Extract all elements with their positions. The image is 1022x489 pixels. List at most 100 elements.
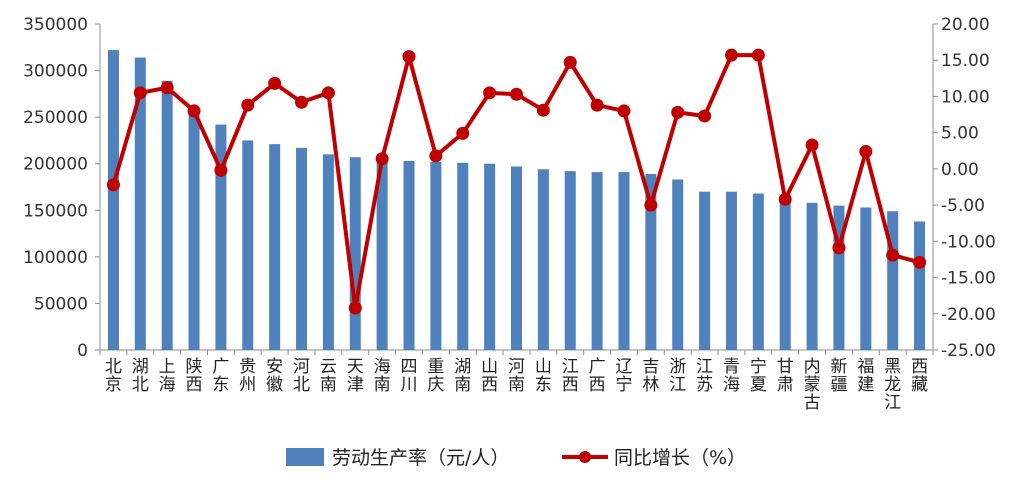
growth-point	[563, 55, 577, 69]
growth-point	[617, 104, 631, 118]
growth-point	[456, 126, 470, 140]
category-label: 西藏	[911, 357, 928, 395]
growth-point	[886, 248, 900, 262]
category-label: 上海	[159, 357, 176, 395]
bar	[537, 169, 549, 350]
growth-point	[375, 152, 389, 166]
category-label: 安徽	[266, 357, 283, 395]
category-label: 广西	[589, 357, 606, 395]
category-label: 贵州	[239, 357, 256, 395]
bar	[403, 160, 415, 350]
category-label: 宁夏	[750, 357, 767, 395]
bar	[107, 50, 119, 351]
category-label: 湖北	[132, 357, 149, 395]
category-label: 重庆	[427, 357, 444, 395]
category-label: 山西	[481, 357, 498, 395]
left-tick-label: 250000	[23, 108, 88, 128]
bar	[296, 147, 308, 350]
bar	[484, 163, 496, 350]
left-tick-label: 300000	[23, 62, 88, 82]
legend-line-marker	[579, 451, 591, 463]
bar	[564, 171, 576, 350]
growth-point	[510, 87, 523, 101]
category-label: 江西	[562, 357, 579, 395]
category-labels: 北京湖北上海陕西广东贵州安徽河北云南天津海南四川重庆湖南山西河南山东江西广西辽宁…	[105, 357, 928, 413]
bar	[699, 191, 711, 350]
growth-point	[268, 76, 282, 90]
growth-point	[536, 103, 550, 117]
growth-point	[724, 48, 738, 62]
growth-point	[805, 138, 819, 152]
bar	[242, 140, 254, 350]
right-tick-label: 15.00	[941, 51, 990, 71]
right-tick-label: 0.00	[941, 160, 979, 180]
category-label: 新疆	[830, 357, 847, 395]
right-tick-label: -10.00	[941, 232, 996, 252]
left-tick-label: 350000	[23, 15, 88, 35]
category-label: 四川	[401, 357, 418, 395]
growth-point	[671, 105, 685, 119]
bar	[887, 211, 899, 350]
bar	[752, 193, 764, 350]
legend-bar-label: 劳动生产率（元/人）	[332, 447, 509, 469]
growth-point	[348, 301, 362, 315]
growth-point	[859, 145, 873, 159]
growth-point	[187, 104, 201, 118]
growth-point	[295, 95, 309, 109]
bar	[349, 157, 361, 350]
bar	[161, 80, 173, 351]
bar	[725, 191, 737, 350]
growth-point	[429, 149, 443, 163]
category-label: 黑龙江	[884, 357, 901, 413]
bar	[833, 205, 845, 350]
category-label: 广东	[212, 357, 229, 395]
left-tick-label: 100000	[23, 248, 88, 268]
growth-point	[483, 86, 497, 100]
category-label: 浙江	[669, 357, 686, 395]
category-label: 云南	[320, 357, 337, 395]
bar	[430, 161, 442, 350]
category-label: 福建	[857, 357, 874, 395]
growth-point	[751, 48, 765, 62]
right-tick-label: -5.00	[941, 196, 985, 216]
growth-point	[590, 98, 604, 112]
bar	[591, 172, 603, 350]
category-label: 辽宁	[615, 357, 632, 395]
bar	[215, 124, 227, 350]
category-label: 陕西	[186, 357, 203, 395]
legend: 劳动生产率（元/人） 同比增长（%）	[286, 447, 746, 469]
bar	[860, 207, 872, 350]
left-tick-label: 150000	[23, 201, 88, 221]
bar	[322, 154, 334, 350]
bar	[188, 114, 200, 350]
line-series	[106, 48, 927, 315]
left-y-axis: 0 50000 100000 150000 200000 250000 300000 3500…	[23, 15, 934, 361]
category-label: 湖南	[454, 357, 471, 395]
growth-point	[778, 192, 792, 206]
growth-point	[321, 86, 335, 100]
right-tick-label: -20.00	[941, 305, 996, 325]
category-label: 江苏	[696, 357, 713, 395]
growth-point	[214, 163, 228, 177]
bar	[376, 159, 388, 350]
category-label: 甘肃	[777, 357, 794, 395]
category-label: 河北	[293, 357, 310, 395]
growth-point	[644, 198, 658, 212]
growth-point	[133, 86, 147, 100]
bar	[457, 162, 469, 350]
growth-point	[402, 50, 416, 64]
bar	[134, 57, 146, 350]
legend-bar-swatch	[286, 448, 324, 466]
growth-point	[913, 255, 927, 269]
bar	[672, 179, 684, 350]
right-tick-label: 10.00	[941, 87, 990, 107]
right-y-axis: -25.00 -20.00 -15.00 -10.00 -5.00 0.00 5.00 10.…	[932, 15, 996, 361]
category-label: 北京	[105, 357, 122, 395]
left-tick-label: 200000	[23, 155, 88, 175]
right-tick-label: 20.00	[941, 15, 990, 35]
bar	[511, 166, 522, 350]
right-tick-label: -25.00	[941, 341, 996, 361]
bar	[806, 202, 818, 350]
category-label: 海南	[374, 357, 391, 395]
